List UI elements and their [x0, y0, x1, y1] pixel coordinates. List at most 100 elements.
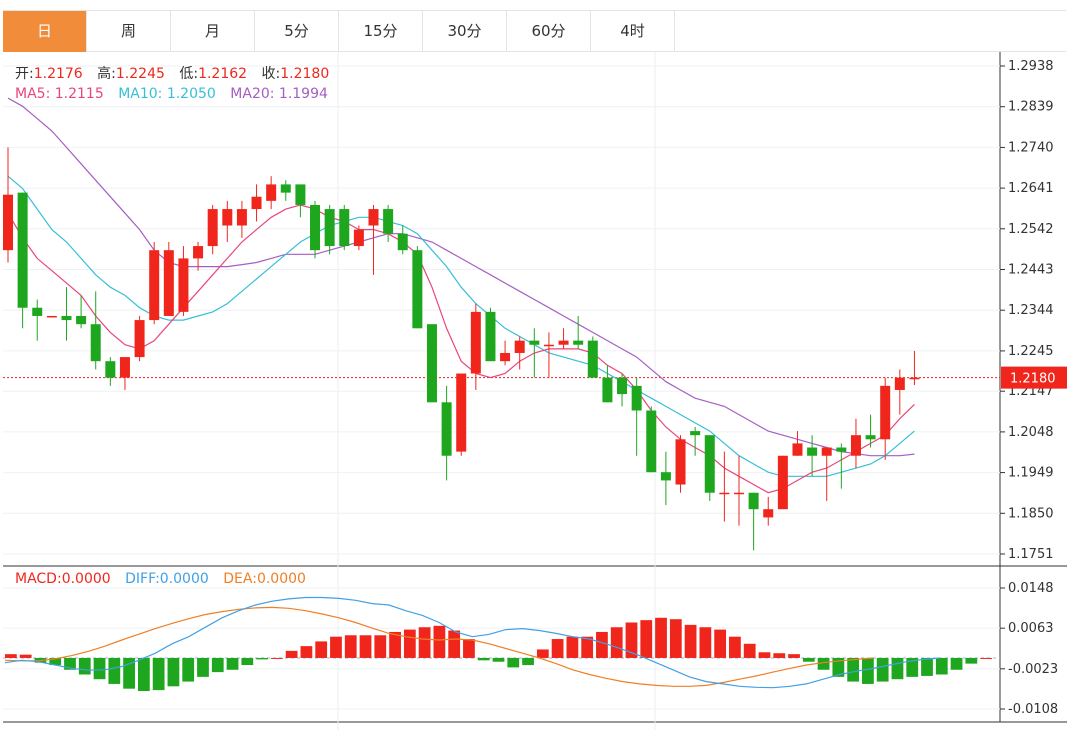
macd-bar	[226, 657, 239, 670]
price-tick-label: 1.2938	[1008, 59, 1054, 74]
macd-bar	[935, 657, 948, 675]
price-tick-label: 1.1949	[1008, 466, 1054, 481]
dea-value: 0.0000	[256, 571, 306, 587]
macd-bar	[315, 641, 328, 658]
macd-bar	[492, 657, 505, 662]
candle-body	[777, 455, 788, 510]
macd-bar	[93, 657, 106, 680]
macd-bar	[773, 653, 786, 658]
candle-body	[397, 233, 408, 251]
macd-bar	[876, 657, 889, 682]
macd-bar	[49, 657, 62, 666]
candle-body	[324, 209, 335, 247]
candle-body	[807, 447, 818, 456]
macd-bar	[610, 627, 623, 658]
candle-body	[836, 447, 847, 452]
macd-bar	[285, 650, 298, 658]
dea-label: DEA:	[223, 571, 257, 587]
macd-bar	[965, 657, 978, 664]
diff-line	[4, 596, 941, 689]
price-tick-label: 1.2542	[1008, 222, 1054, 237]
candle-body	[251, 196, 262, 210]
macd-bar	[566, 636, 579, 658]
price-tick-label: 1.2740	[1008, 140, 1054, 155]
macd-tick-label: -0.0023	[1008, 662, 1058, 677]
macd-bar	[788, 654, 800, 658]
candle-body	[456, 373, 467, 452]
macd-bar	[123, 657, 135, 689]
macd-bar	[847, 657, 860, 682]
high-label: 高:	[97, 66, 116, 82]
price-tick-label: 1.1850	[1008, 506, 1054, 521]
candle-body	[222, 209, 233, 226]
macd-bar	[78, 657, 91, 675]
candle-body	[17, 192, 28, 308]
ma-info: MA5: 1.2115 MA10: 1.2050 MA20: 1.1994	[15, 86, 328, 102]
tab-4[interactable]: 15分	[339, 11, 423, 52]
tab-3[interactable]: 5分	[255, 11, 339, 52]
macd-bar	[669, 619, 682, 658]
open-value: 1.2176	[33, 66, 83, 82]
candle-body	[236, 209, 247, 226]
macd-bar	[817, 657, 830, 670]
ma20-label: MA20:	[230, 86, 275, 102]
candles	[3, 147, 920, 551]
candle-body	[865, 435, 876, 440]
macd-bar	[197, 657, 209, 677]
diff-value: 0.0000	[159, 571, 209, 587]
candle-body	[909, 377, 920, 380]
candle-body	[719, 492, 730, 495]
macd-bar	[507, 657, 520, 668]
macd-bar	[536, 649, 549, 658]
tab-6[interactable]: 60分	[507, 11, 591, 52]
macd-label: MACD:	[15, 571, 62, 587]
candle-body	[792, 443, 803, 456]
ma5-label: MA5:	[15, 86, 51, 102]
candle-body	[631, 385, 642, 411]
candle-body	[178, 258, 189, 312]
tab-2[interactable]: 月	[171, 11, 255, 52]
low-value: 1.2162	[198, 66, 248, 82]
macd-bar	[714, 629, 727, 658]
tab-5[interactable]: 30分	[423, 11, 507, 52]
macd-bar	[300, 646, 313, 658]
macd-bar	[950, 657, 963, 670]
macd-bar	[270, 657, 283, 659]
candle-body	[368, 209, 379, 226]
macd-bar	[463, 639, 475, 658]
price-tick-label: 1.2344	[1008, 303, 1054, 318]
candle-body	[207, 209, 218, 247]
candle-body	[763, 509, 774, 518]
macd-bar	[891, 657, 904, 680]
macd-bar	[256, 657, 268, 660]
candle-body	[529, 340, 540, 345]
candle-body	[602, 377, 613, 403]
dea-line	[4, 606, 874, 687]
tab-1[interactable]: 周	[87, 11, 171, 52]
candle-body	[266, 184, 277, 201]
candle-body	[573, 340, 584, 345]
macd-bar	[344, 635, 357, 658]
tab-7[interactable]: 4时	[591, 11, 675, 52]
macd-bar	[921, 657, 933, 676]
macd-bar	[5, 654, 17, 658]
close-value: 1.2180	[280, 66, 330, 82]
close-label: 收:	[261, 66, 281, 82]
candle-body	[295, 184, 306, 205]
current-price-label: 1.2180	[1010, 372, 1056, 387]
candle-body	[617, 377, 628, 395]
macd-bar	[64, 657, 76, 670]
macd-value: 0.0000	[61, 571, 111, 587]
candle-body	[149, 250, 160, 321]
ma5-line	[7, 204, 915, 494]
candle-body	[470, 311, 481, 374]
price-tick-label: 1.2443	[1008, 263, 1054, 278]
candle-body	[426, 324, 437, 403]
candle-body	[441, 402, 452, 456]
tab-0[interactable]: 日	[3, 11, 87, 52]
candle-body	[880, 385, 891, 440]
ma10-value: 1.2050	[166, 86, 216, 102]
candle-body	[543, 344, 554, 347]
price-tick-label: 1.2641	[1008, 181, 1054, 196]
macd-bar	[403, 629, 416, 658]
